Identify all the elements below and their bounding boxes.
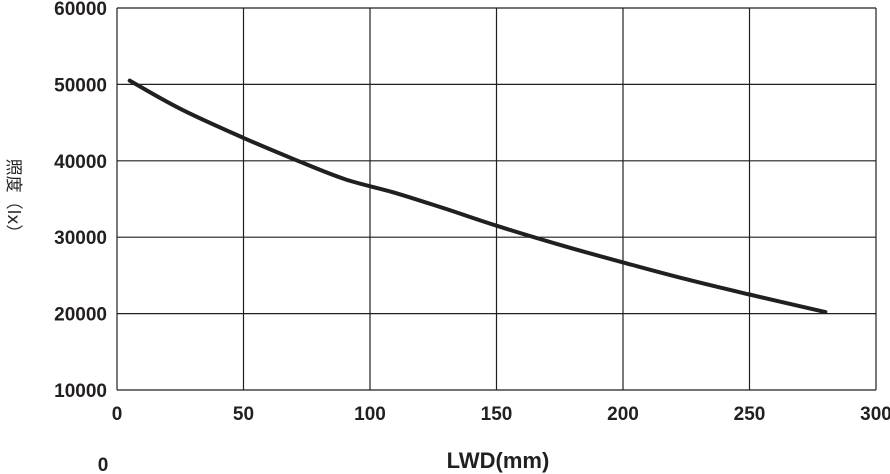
x-tick-label: 150 [481, 404, 513, 425]
x-axis-label: LWD(mm) [447, 448, 550, 473]
x-tick-label: 0 [112, 404, 123, 425]
y-tick-label: 60000 [54, 0, 107, 20]
x-tick-label: 50 [233, 404, 254, 425]
grid-lines [116, 7, 877, 391]
x-tick-label: 100 [354, 404, 386, 425]
x-tick-labels: 0 50 100 150 200 250 300 [112, 404, 890, 425]
x-tick-label: 300 [860, 404, 890, 425]
y-tick-label: 50000 [54, 75, 107, 96]
y-tick-label: 10000 [54, 381, 107, 402]
x-tick-label: 200 [607, 404, 639, 425]
series-line-0 [127, 78, 828, 315]
extra-zero-label: 0 [98, 455, 109, 474]
y-tick-label: 20000 [54, 305, 107, 326]
y-tick-label: 40000 [54, 152, 107, 173]
x-tick-label: 250 [734, 404, 766, 425]
y-axis-label: 照度（lx） [3, 159, 23, 242]
y-tick-label: 30000 [54, 228, 107, 249]
y-tick-labels: 10000 20000 30000 40000 50000 60000 [54, 0, 107, 402]
series-group [127, 78, 828, 315]
